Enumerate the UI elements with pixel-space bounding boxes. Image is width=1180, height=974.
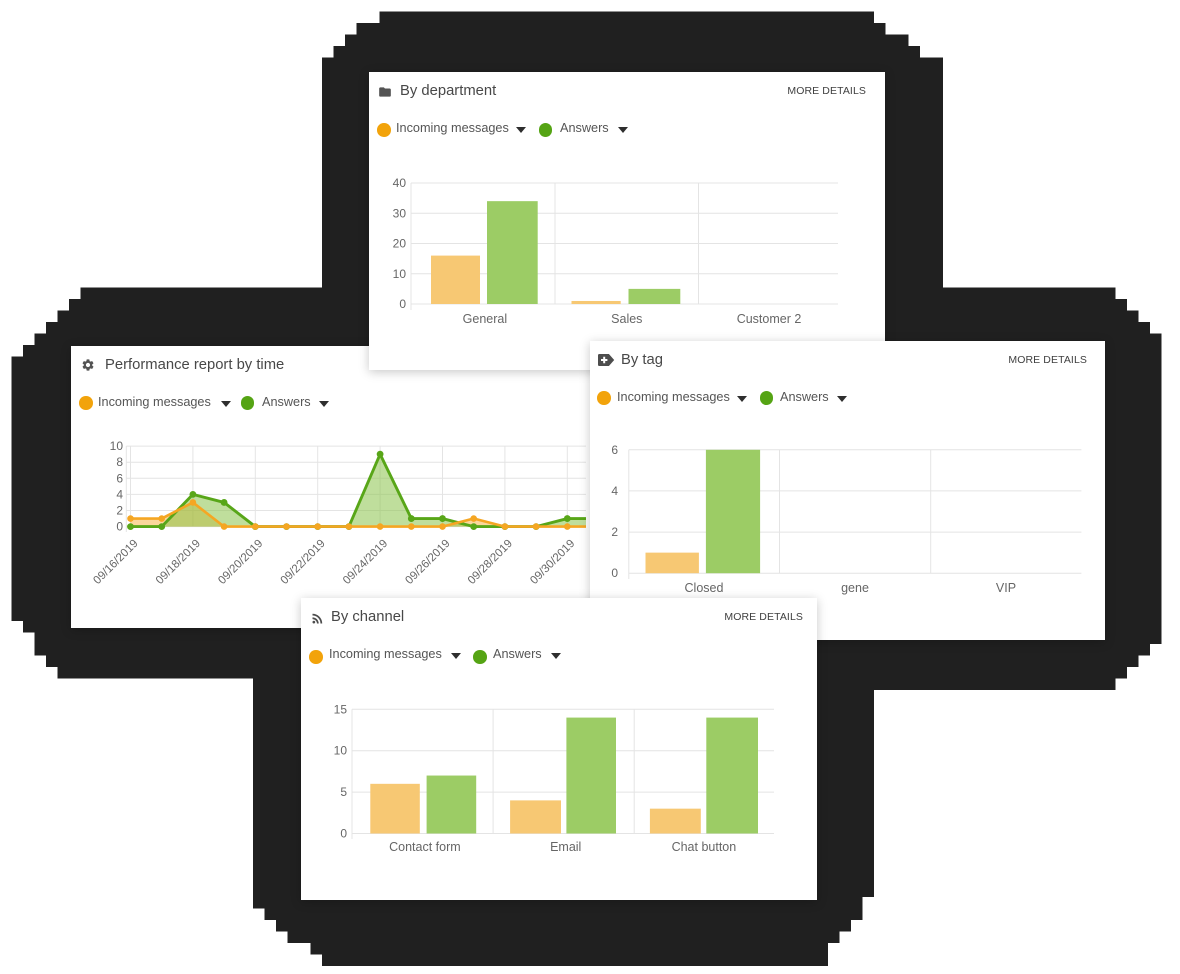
svg-text:09/22/2019: 09/22/2019 [279,538,328,587]
svg-text:General: General [463,312,507,326]
svg-text:10: 10 [393,267,407,281]
svg-text:09/16/2019: 09/16/2019 [91,538,140,587]
svg-text:VIP: VIP [996,581,1016,595]
svg-text:0: 0 [611,566,618,580]
svg-text:5: 5 [340,785,347,799]
svg-text:8: 8 [116,455,123,469]
svg-text:09/28/2019: 09/28/2019 [466,538,515,587]
svg-text:09/30/2019: 09/30/2019 [528,538,577,587]
svg-text:20: 20 [393,237,407,251]
svg-text:0: 0 [340,827,347,841]
svg-text:Chat button: Chat button [672,840,737,854]
svg-text:30: 30 [393,206,407,220]
svg-text:Closed: Closed [685,581,724,595]
svg-text:15: 15 [334,702,348,716]
svg-text:gene: gene [841,581,869,595]
svg-text:09/24/2019: 09/24/2019 [341,538,390,587]
svg-text:Email: Email [550,840,581,854]
svg-text:Customer 2: Customer 2 [737,312,802,326]
svg-text:09/20/2019: 09/20/2019 [216,538,265,587]
svg-text:4: 4 [116,487,123,501]
svg-text:0: 0 [399,297,406,311]
svg-text:09/26/2019: 09/26/2019 [403,538,452,587]
svg-text:Sales: Sales [611,312,642,326]
svg-text:4: 4 [611,484,618,498]
svg-text:40: 40 [393,176,407,190]
svg-text:09/18/2019: 09/18/2019 [154,538,203,587]
svg-text:Contact form: Contact form [389,840,461,854]
svg-text:10: 10 [334,744,348,758]
svg-text:2: 2 [611,525,618,539]
svg-text:6: 6 [116,471,123,485]
svg-text:10: 10 [110,439,124,453]
svg-text:6: 6 [611,443,618,457]
svg-text:0: 0 [116,520,123,534]
svg-text:2: 2 [116,504,123,518]
